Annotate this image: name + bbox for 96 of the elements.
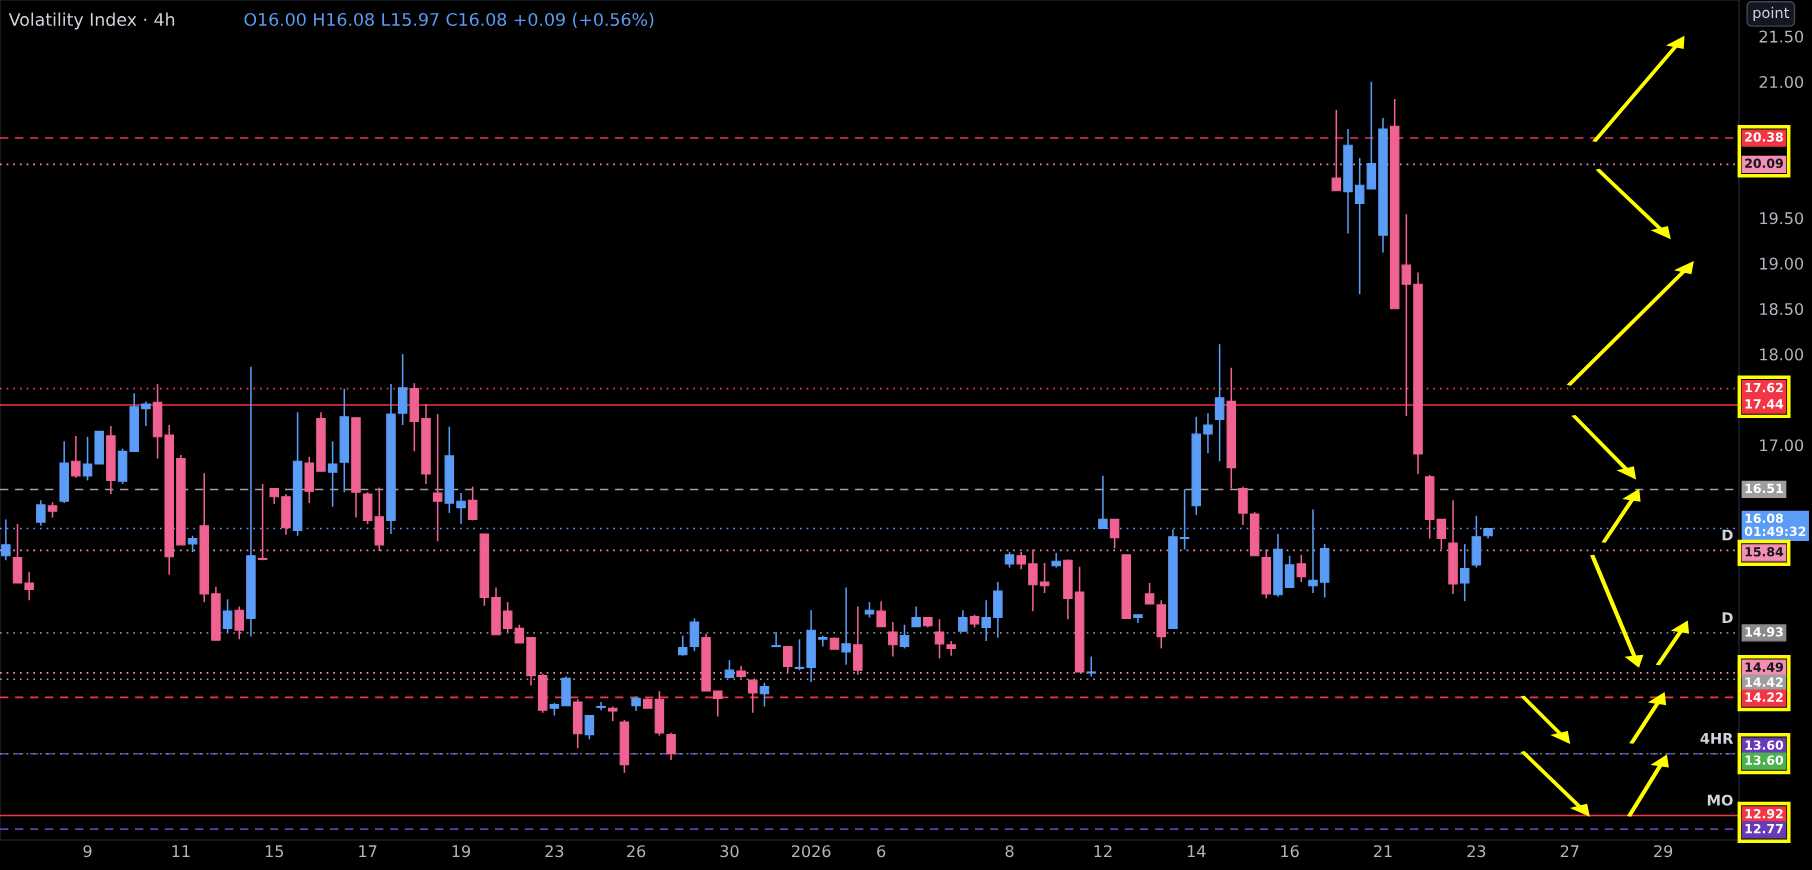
ref-line-label: 14.22 [1745,692,1783,702]
annotation: D [1722,612,1733,623]
ref-line-label: 14.42 [1745,677,1783,687]
candlestick [432,413,443,542]
annotation: MO [1707,794,1733,806]
ref-line-label: 12.92 [1745,808,1783,819]
candlestick [456,492,466,525]
x-tick-label: 23 [545,845,564,858]
candlestick [666,732,676,761]
candlestick [1331,109,1342,192]
x-tick-label: 15 [265,845,284,858]
candlestick [1109,518,1120,550]
candlestick [1296,554,1307,583]
candlestick [1214,343,1225,463]
y-tick-label: 21.50 [1759,30,1804,43]
x-tick-label: 29 [1654,845,1673,858]
candlestick [783,645,793,673]
ref-line-label: 15.84 [1745,547,1784,557]
y-tick-label: 17.00 [1760,439,1804,452]
candlestick [1203,412,1213,454]
candlestick [36,499,46,527]
candlestick [1401,213,1412,417]
candlestick [888,621,898,658]
candlestick [1086,655,1096,678]
x-tick-label: 19 [452,845,471,858]
text: Volatility Index · 4h [8,12,175,30]
candlestick [467,485,478,522]
candlestick [71,435,81,479]
candlestick [584,714,595,740]
candlestick [1459,543,1470,602]
text: O16.00 H16.08 L15.97 C16.08 +0.09 (+0.56%) [244,12,654,29]
candlestick [946,640,956,657]
candlestick [514,624,525,644]
x-tick-label: 17 [359,845,377,857]
candlestick [222,598,233,634]
candlestick [818,634,828,648]
candlestick [899,624,910,650]
x-tick-label: 8 [1005,845,1014,858]
candlestick [841,586,851,666]
ref-line-label: 14.49 [1745,662,1783,672]
x-tick-label: 11 [172,845,190,857]
x-tick-label: 14 [1187,845,1206,857]
candlestick [876,600,886,628]
candlestick [934,618,945,660]
candlestick [1179,488,1190,551]
candlestick [234,605,245,641]
ref-line-label: 17.62 [1745,382,1783,393]
candlestick [748,679,758,714]
candlestick [327,440,338,508]
ref-line-label: 16.08 01:49:32 [1744,513,1806,537]
y-tick-label: 19.00 [1760,257,1804,270]
x-tick-label: 21 [1374,845,1392,857]
text: point [1753,6,1790,21]
candlestick [713,690,723,718]
candlestick [981,599,991,642]
x-tick-label: 30 [720,845,739,858]
x-tick-label: 16 [1281,845,1299,858]
annotation: 4HR [1700,733,1734,744]
annotation: D [1722,529,1733,541]
candlestick [1098,475,1108,530]
x-tick-label: 12 [1094,845,1112,857]
candlestick [1284,554,1295,589]
ref-line-label: 13.60 [1745,755,1784,765]
ref-line-label: 17.44 [1745,399,1784,409]
x-tick-label: 9 [83,845,92,858]
candlestick [1039,562,1050,594]
ref-line-label: 13.60 [1745,740,1784,750]
y-tick-label: 21.00 [1759,75,1804,89]
candlestick [794,638,805,671]
candlestick [141,400,151,427]
x-tick-label: 2026 [791,845,831,858]
y-tick-label: 18.50 [1760,302,1804,316]
candlestick [502,601,513,634]
x-tick-label: 26 [627,845,646,858]
candlestick [771,631,781,648]
candlestick [1436,518,1447,551]
candlestick [257,483,268,562]
candlestick [911,605,921,628]
candlestick [24,571,34,602]
y-tick-label: 19.50 [1760,212,1804,225]
ref-line-label: 20.09 [1745,158,1783,168]
candlestick [1144,582,1155,605]
candlestick [596,701,606,711]
candlestick [759,682,770,708]
ref-line-label: 16.51 [1745,483,1783,494]
candlestick [82,436,93,482]
x-tick-label: 23 [1467,845,1486,858]
candlestick [1028,548,1038,612]
ref-line-label: 14.93 [1745,627,1783,637]
ref-line-label: 20.38 [1745,132,1783,142]
candlestick [677,634,688,657]
ref-line-label: 12.77 [1745,823,1783,834]
y-tick-label: 18.00 [1760,348,1804,361]
x-tick-label: 27 [1560,845,1579,857]
candlestick [1051,552,1061,569]
x-tick-label: 6 [877,845,886,858]
